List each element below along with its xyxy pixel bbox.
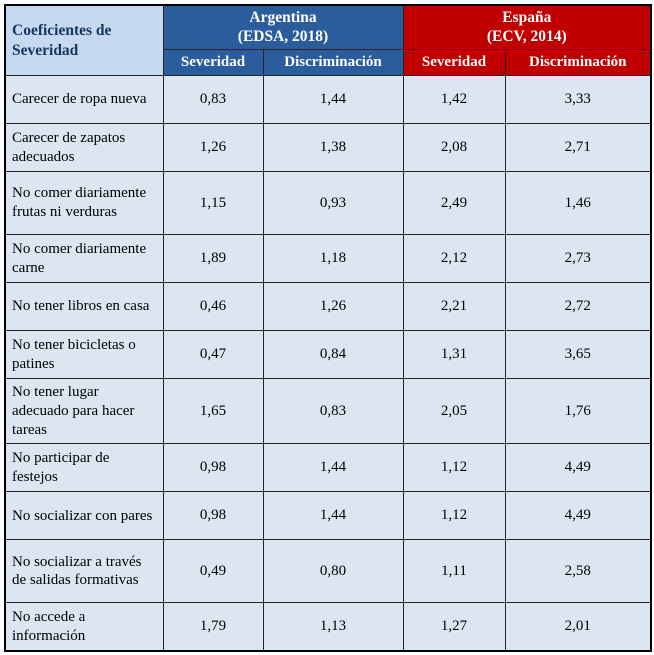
cell-value: 1,13	[262, 602, 404, 652]
cell-value: 2,21	[402, 282, 506, 332]
cell-value: 2,73	[504, 234, 652, 284]
table-title-cell: Coeficientes de Severidad	[4, 4, 164, 77]
table-row: No socializar a través de salidas format…	[4, 539, 652, 604]
cell-value: 1,15	[162, 171, 264, 236]
cell-value: 1,18	[262, 234, 404, 284]
cell-value: 4,49	[504, 491, 652, 541]
cell-value: 2,71	[504, 123, 652, 173]
espana-label: España	[502, 9, 552, 26]
cell-value: 0,98	[162, 443, 264, 493]
table-row: No tener lugar adecuado para hacer tarea…	[4, 378, 652, 445]
row-label: No tener bicicletas o patines	[4, 330, 164, 380]
group-header-row: Coeficientes de Severidad Argentina (EDS…	[4, 4, 652, 77]
argentina-discriminacion-header: Discriminación	[262, 49, 404, 77]
row-label: No participar de festejos	[4, 443, 164, 493]
argentina-label: Argentina	[249, 9, 317, 26]
espana-severidad-header: Severidad	[402, 49, 506, 77]
espana-group-header: España (ECV, 2014)	[402, 4, 652, 51]
table-row: No tener bicicletas o patines 0,47 0,84 …	[4, 330, 652, 380]
table-row: Carecer de zapatos adecuados 1,26 1,38 2…	[4, 123, 652, 173]
cell-value: 1,44	[262, 75, 404, 125]
cell-value: 3,33	[504, 75, 652, 125]
cell-value: 1,44	[262, 443, 404, 493]
cell-value: 1,89	[162, 234, 264, 284]
row-label: No socializar con pares	[4, 491, 164, 541]
sub-header-row: Severidad Discriminación Severidad Discr…	[5, 49, 652, 77]
cell-value: 1,11	[402, 539, 506, 604]
cell-value: 1,12	[402, 491, 506, 541]
cell-value: 0,83	[162, 75, 264, 125]
row-label: No tener libros en casa	[4, 282, 164, 332]
table-row: Carecer de ropa nueva 0,83 1,44 1,42 3,3…	[4, 75, 652, 125]
cell-value: 1,44	[262, 491, 404, 541]
cell-value: 1,12	[402, 443, 506, 493]
cell-value: 0,46	[162, 282, 264, 332]
cell-value: 1,42	[402, 75, 506, 125]
cell-value: 2,08	[402, 123, 506, 173]
cell-value: 1,79	[162, 602, 264, 652]
cell-value: 0,83	[262, 378, 404, 445]
espana-discriminacion-header: Discriminación	[504, 49, 652, 77]
cell-value: 0,47	[162, 330, 264, 380]
cell-value: 0,93	[262, 171, 404, 236]
cell-value: 0,80	[262, 539, 404, 604]
espana-source: (ECV, 2014)	[486, 27, 567, 45]
cell-value: 1,65	[162, 378, 264, 445]
cell-value: 3,65	[504, 330, 652, 380]
row-label: No tener lugar adecuado para hacer tarea…	[4, 378, 164, 445]
cell-value: 0,84	[262, 330, 404, 380]
cell-value: 1,46	[504, 171, 652, 236]
cell-value: 2,58	[504, 539, 652, 604]
cell-value: 2,72	[504, 282, 652, 332]
cell-value: 2,01	[504, 602, 652, 652]
row-label: No accede a información	[4, 602, 164, 652]
cell-value: 1,26	[162, 123, 264, 173]
cell-value: 2,49	[402, 171, 506, 236]
row-label: No socializar a través de salidas format…	[4, 539, 164, 604]
argentina-group-header: Argentina (EDSA, 2018)	[162, 4, 404, 51]
severity-coefficients-table: Coeficientes de Severidad Argentina (EDS…	[4, 4, 653, 652]
cell-value: 1,27	[402, 602, 506, 652]
row-label: Carecer de ropa nueva	[4, 75, 164, 125]
cell-value: 1,31	[402, 330, 506, 380]
table-row: No tener libros en casa 0,46 1,26 2,21 2…	[4, 282, 652, 332]
row-label: No comer diariamente carne	[4, 234, 164, 284]
row-label: Carecer de zapatos adecuados	[4, 123, 164, 173]
row-label: No comer diariamente frutas ni verduras	[4, 171, 164, 236]
table-row: No comer diariamente frutas ni verduras …	[4, 171, 652, 236]
cell-value: 4,49	[504, 443, 652, 493]
argentina-severidad-header: Severidad	[162, 49, 264, 77]
table-row: No participar de festejos 0,98 1,44 1,12…	[4, 443, 652, 493]
cell-value: 2,05	[402, 378, 506, 445]
table-row: No comer diariamente carne 1,89 1,18 2,1…	[4, 234, 652, 284]
cell-value: 1,38	[262, 123, 404, 173]
table-row: No accede a información 1,79 1,13 1,27 2…	[4, 602, 652, 652]
cell-value: 0,98	[162, 491, 264, 541]
cell-value: 1,26	[262, 282, 404, 332]
table-row: No socializar con pares 0,98 1,44 1,12 4…	[4, 491, 652, 541]
cell-value: 0,49	[162, 539, 264, 604]
cell-value: 2,12	[402, 234, 506, 284]
cell-value: 1,76	[504, 378, 652, 445]
argentina-source: (EDSA, 2018)	[237, 27, 329, 45]
